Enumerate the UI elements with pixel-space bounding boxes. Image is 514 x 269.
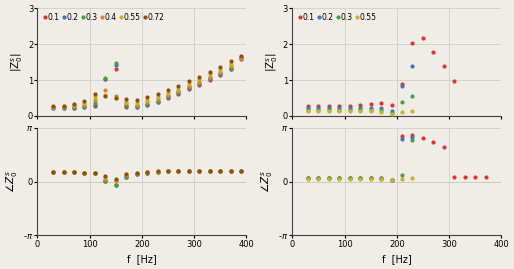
- Legend: 0.1, 0.2, 0.3, 0.55: 0.1, 0.2, 0.3, 0.55: [298, 12, 377, 23]
- Y-axis label: $\angle Z_0^s$: $\angle Z_0^s$: [5, 170, 20, 193]
- X-axis label: f  [Hz]: f [Hz]: [127, 254, 157, 264]
- Legend: 0.1, 0.2, 0.3, 0.4, 0.55, 0.72: 0.1, 0.2, 0.3, 0.4, 0.55, 0.72: [43, 12, 165, 23]
- X-axis label: f  [Hz]: f [Hz]: [382, 254, 412, 264]
- Y-axis label: $\angle Z_0^s$: $\angle Z_0^s$: [260, 170, 275, 193]
- Y-axis label: |Z$_0^s$|: |Z$_0^s$|: [265, 52, 280, 72]
- Y-axis label: |Z$_0^s$|: |Z$_0^s$|: [10, 52, 25, 72]
